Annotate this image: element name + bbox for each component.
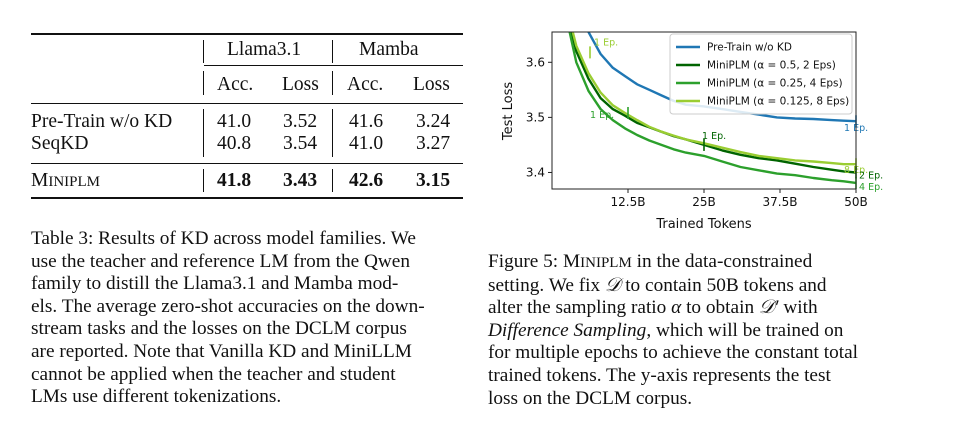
caption-line: cannot be applied when the teacher and s… <box>31 363 396 385</box>
caption-line: stream tasks and the losses on the DCLM … <box>31 318 407 340</box>
legend-label: MiniPLM (α = 0.25, 4 Eps) <box>707 78 843 90</box>
x-tick-label: 50B <box>844 195 868 209</box>
col-header-acc: Acc. <box>347 74 384 95</box>
row-value: 3.52 <box>283 111 318 132</box>
row-value: 41.0 <box>217 111 252 132</box>
row-method-miniplm: MINIPLM <box>31 170 101 191</box>
caption-line: els. The average zero-shot accuracies on… <box>31 295 425 317</box>
caption-line: use the teacher and reference LM from th… <box>31 250 411 272</box>
table-group-rule <box>204 65 463 66</box>
table-top-rule <box>31 33 463 35</box>
table-vertical-rule <box>203 169 205 192</box>
y-tick-label: 3.6 <box>526 55 545 69</box>
row-value: 3.43 <box>283 170 318 191</box>
chart-legend: Pre-Train w/o KD MiniPLM (α = 0.5, 2 Eps)… <box>669 33 853 115</box>
row-value: 40.8 <box>217 133 252 154</box>
legend-label: MiniPLM (α = 0.5, 2 Eps) <box>707 60 836 72</box>
legend-label: MiniPLM (α = 0.125, 8 Eps) <box>707 96 849 108</box>
group-header-llama: Llama3.1 <box>227 39 302 60</box>
col-header-loss: Loss <box>413 74 450 95</box>
caption-line: LMs use different tokenizations. <box>31 386 282 408</box>
epoch-label: 1 Ep. <box>702 131 726 142</box>
row-value: 42.6 <box>349 170 384 191</box>
caption-line: family to distill the Llama3.1 and Mamba… <box>31 273 399 295</box>
table-vertical-rule <box>203 40 205 63</box>
caption-line: Difference Sampling, which will be train… <box>488 319 844 341</box>
table-mid-rule <box>31 163 463 164</box>
y-tick-label: 3.4 <box>526 165 545 179</box>
table-vertical-rule <box>332 40 334 63</box>
legend-label: Pre-Train w/o KD <box>707 42 792 54</box>
table-vertical-rule <box>203 71 205 95</box>
caption-line: Table 3: Results of KD across model fami… <box>31 228 416 249</box>
results-table: Llama3.1 Mamba Acc. Loss Acc. Loss Pre-T… <box>31 33 463 199</box>
row-value: 41.0 <box>349 133 384 154</box>
row-value: 41.6 <box>349 111 384 132</box>
row-value: 3.27 <box>416 133 451 154</box>
caption-line: loss on the DCLM corpus. <box>488 387 693 409</box>
test-loss-chart: 1 Ep.1 Ep.1 Ep.1 Ep.8 Ep.2 Ep.4 Ep. 12.5… <box>501 31 883 232</box>
epoch-label: 1 Ep. <box>590 110 614 121</box>
y-tick-label: 3.5 <box>526 110 545 124</box>
row-value: 41.8 <box>217 170 252 191</box>
table-bottom-rule <box>31 197 463 199</box>
legend-box <box>669 33 853 115</box>
caption-line: alter the sampling ratio α to obtain 𝒟′ … <box>488 297 818 319</box>
col-header-acc: Acc. <box>217 74 254 95</box>
table-caption: Table 3: Results of KD across model fami… <box>31 228 467 409</box>
epoch-label: 1 Ep. <box>594 37 618 48</box>
epoch-label: 2 Ep. <box>859 170 883 181</box>
table-vertical-rule <box>332 169 334 192</box>
epoch-label: 4 Ep. <box>859 182 883 193</box>
group-header-mamba: Mamba <box>359 39 419 60</box>
table-vertical-rule <box>203 109 205 157</box>
x-tick-label: 37.5B <box>763 195 798 209</box>
row-value: 3.15 <box>416 170 451 191</box>
col-header-loss: Loss <box>282 74 319 95</box>
y-axis-label: Test Loss <box>501 82 516 141</box>
row-value: 3.24 <box>416 111 451 132</box>
caption-line: Figure 5: MINIPLM in the data-constraine… <box>488 251 813 272</box>
series-line-4 <box>571 32 856 166</box>
row-method: Pre-Train w/o KD <box>31 111 173 132</box>
table-mid-rule <box>31 103 463 104</box>
caption-line: trained tokens. The y-axis represents th… <box>488 364 831 386</box>
caption-line: are reported. Note that Vanilla KD and M… <box>31 340 412 362</box>
caption-line: setting. We fix 𝒟 to contain 50B tokens … <box>488 274 827 296</box>
table-vertical-rule <box>332 109 334 157</box>
figure-caption: Figure 5: MINIPLM in the data-constraine… <box>488 251 896 410</box>
row-value: 3.54 <box>283 133 318 154</box>
row-method: SeqKD <box>31 133 89 154</box>
caption-line: for multiple epochs to achieve the const… <box>488 342 858 364</box>
table-vertical-rule <box>332 71 334 95</box>
x-axis-label: Trained Tokens <box>655 217 752 232</box>
x-tick-label: 25B <box>692 195 716 209</box>
x-tick-label: 12.5B <box>611 195 646 209</box>
series-line-3 <box>568 32 856 185</box>
